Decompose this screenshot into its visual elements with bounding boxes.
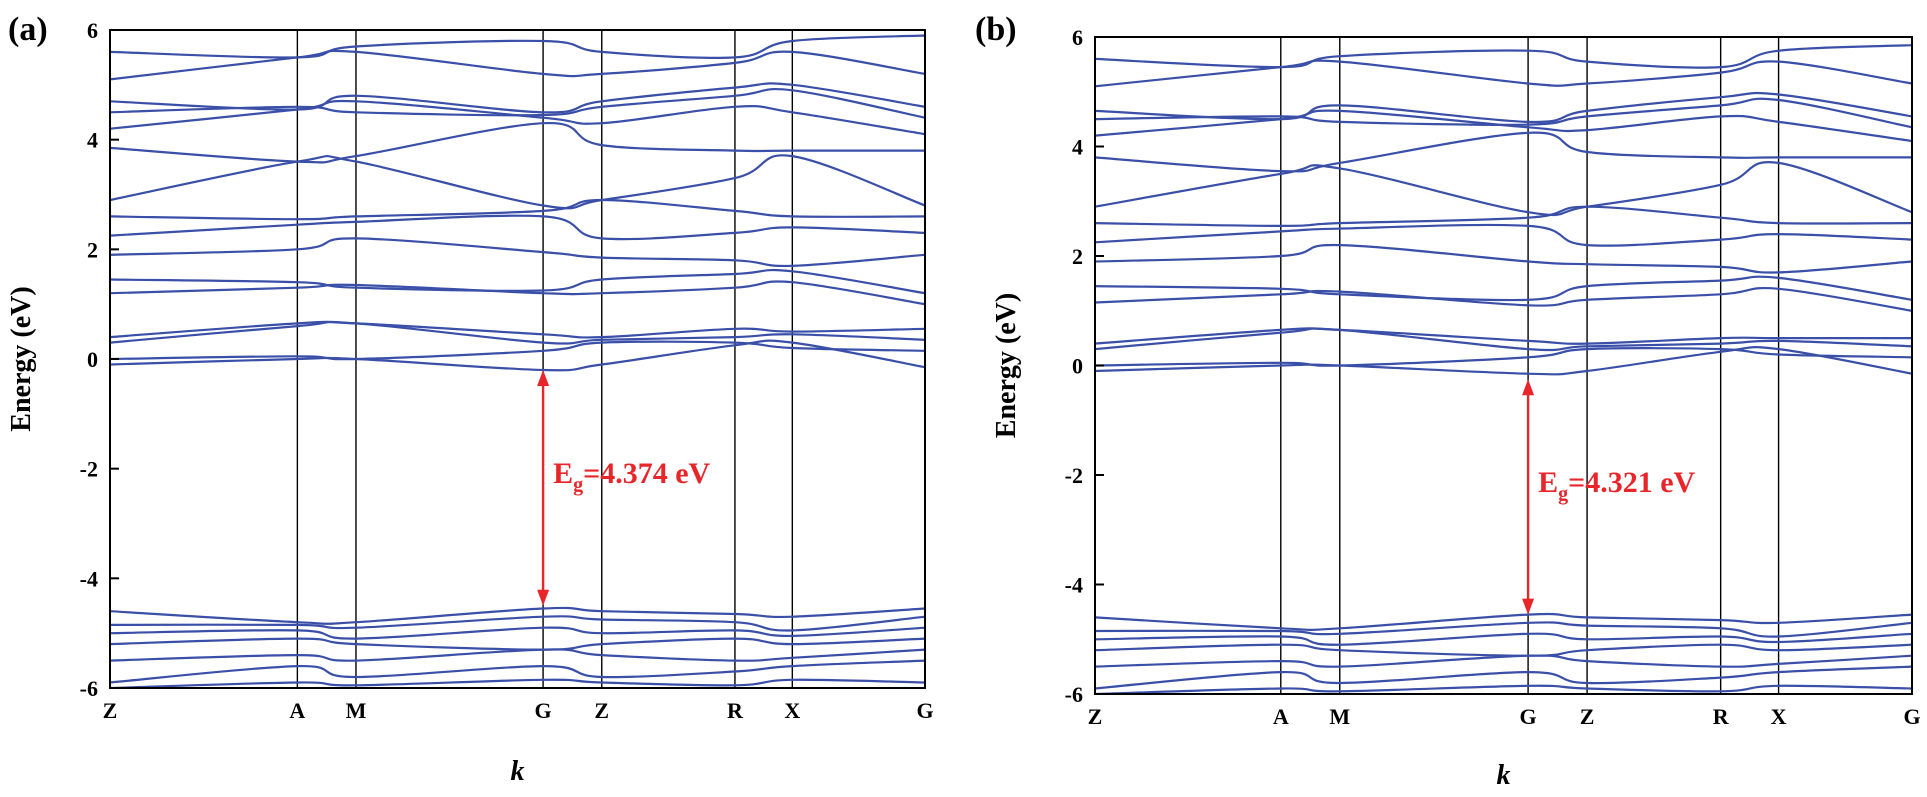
y-tick-label: 2 (1072, 244, 1083, 269)
x-tick-label: M (1329, 704, 1350, 729)
band-line-cb16 (1095, 44, 1912, 69)
y-tick-label: 0 (1072, 354, 1083, 379)
band-line-cb4 (110, 320, 925, 339)
y-axis-title: Energy (eV) (6, 286, 37, 431)
band-line-cb1 (110, 339, 925, 372)
x-tick-label: G (916, 698, 933, 723)
y-tick-label: 2 (87, 237, 98, 262)
band-line-vb6 (110, 659, 925, 684)
x-tick-label: R (1713, 704, 1730, 729)
x-tick-label: R (727, 698, 744, 723)
band-line-vb1 (1095, 612, 1912, 632)
y-axis-title: Energy (eV) (991, 293, 1022, 438)
band-gap-label: Eg=4.321 eV (1538, 466, 1695, 505)
x-tick-label: Z (1088, 704, 1103, 729)
band-line-vb4 (1095, 643, 1912, 657)
plot-frame (109, 29, 926, 689)
band-line-cb10 (1095, 161, 1912, 217)
band-line-cb4 (1095, 327, 1912, 345)
x-axis-title: k (1497, 760, 1511, 791)
band-line-cb11 (1095, 131, 1912, 173)
x-tick-label: Z (103, 698, 118, 723)
band-line-cb6 (1095, 275, 1912, 302)
band-gap-subscript: g (573, 474, 583, 496)
y-tick-label: -4 (80, 566, 98, 591)
band-line-cb10 (110, 154, 925, 210)
band-line-vb5 (110, 648, 925, 662)
band-line-cb8 (110, 214, 925, 241)
band-line-cb15 (110, 49, 925, 81)
y-tick-label: -4 (1065, 573, 1083, 598)
band-line-cb16 (110, 34, 925, 59)
band-line-cb2 (1095, 347, 1912, 367)
band-line-cb7 (110, 237, 925, 268)
band-gap-symbol: E (1538, 466, 1558, 499)
band-line-cb5 (1095, 286, 1912, 312)
x-axis-title: k (511, 756, 525, 787)
band-line-cb14 (1095, 91, 1912, 124)
band-line-cb11 (110, 122, 925, 164)
band-line-vb3 (1095, 632, 1912, 646)
band-line-vb2 (110, 615, 925, 632)
band-gap-arrow (1522, 379, 1535, 615)
band-line-cb6 (110, 268, 925, 295)
band-line-cb9 (1095, 205, 1912, 227)
band-line-vb6 (1095, 665, 1912, 690)
x-tick-label: A (1273, 704, 1289, 729)
y-tick-label: -6 (1065, 682, 1083, 707)
band-gap-value: =4.374 eV (583, 457, 710, 490)
band-line-vb7 (110, 678, 925, 688)
band-line-vb2 (1095, 621, 1912, 638)
x-tick-label: G (1903, 704, 1920, 729)
x-tick-label: M (346, 698, 367, 723)
x-tick-label: Z (594, 698, 609, 723)
band-line-cb1 (1095, 346, 1912, 376)
y-tick-label: -2 (80, 457, 98, 482)
y-tick-label: -6 (80, 676, 98, 701)
band-line-vb7 (1095, 684, 1912, 694)
band-line-cb12 (110, 99, 925, 136)
y-tick-label: -2 (1065, 463, 1083, 488)
band-line-vb5 (1095, 654, 1912, 668)
band-line-vb4 (110, 637, 925, 651)
x-tick-label: G (1520, 704, 1537, 729)
band-gap-arrow (537, 369, 550, 606)
band-line-cb2 (110, 340, 925, 361)
band-line-cb14 (110, 82, 925, 114)
bands (110, 34, 925, 688)
y-tick-label: 4 (87, 128, 98, 153)
panel-label: (a) (8, 11, 48, 48)
x-tick-label: Z (1580, 704, 1595, 729)
y-tick-label: 6 (1072, 25, 1083, 50)
x-tick-label: A (289, 698, 305, 723)
band-line-cb13 (110, 87, 925, 119)
band-line-cb13 (1095, 97, 1912, 129)
band-line-cb8 (1095, 223, 1912, 247)
y-tick-label: 6 (87, 18, 98, 43)
x-tick-label: X (1771, 704, 1787, 729)
band-line-cb3 (1095, 327, 1912, 352)
y-tick-label: 0 (87, 347, 98, 372)
x-tick-label: X (784, 698, 800, 723)
band-line-cb7 (1095, 243, 1912, 274)
band-line-vb1 (110, 606, 925, 625)
band-gap-symbol: E (553, 457, 573, 490)
x-tick-label: G (535, 698, 552, 723)
y-tick-label: 4 (1072, 135, 1083, 160)
band-line-cb3 (110, 320, 925, 345)
band-line-cb5 (110, 280, 925, 306)
band-gap-value: =4.321 eV (1568, 466, 1695, 499)
panel-label: (b) (975, 11, 1017, 48)
band-gap-subscript: g (1558, 483, 1568, 505)
band-gap-label: Eg=4.374 eV (553, 457, 710, 496)
bands (1095, 44, 1912, 694)
band-line-vb3 (110, 626, 925, 640)
